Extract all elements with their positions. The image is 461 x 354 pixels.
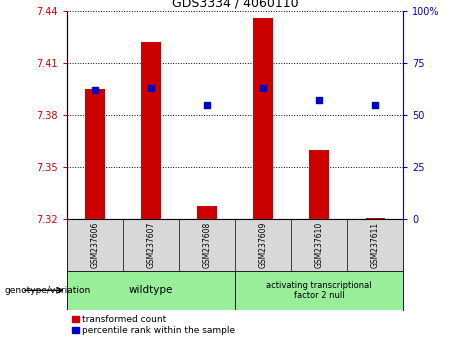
Text: GSM237609: GSM237609: [259, 222, 268, 268]
Point: [203, 102, 211, 107]
Text: genotype/variation: genotype/variation: [5, 286, 91, 295]
Bar: [141, 42, 161, 219]
Text: GSM237611: GSM237611: [371, 222, 380, 268]
Bar: [254, 18, 273, 219]
Text: activating transcriptional
factor 2 null: activating transcriptional factor 2 null: [266, 281, 372, 300]
Legend: transformed count, percentile rank within the sample: transformed count, percentile rank withi…: [71, 314, 236, 336]
Bar: [197, 206, 217, 219]
Bar: [309, 150, 329, 219]
Text: GSM237608: GSM237608: [202, 222, 212, 268]
Text: wildtype: wildtype: [129, 285, 173, 295]
Point: [91, 87, 99, 93]
Text: GSM237610: GSM237610: [315, 222, 324, 268]
Title: GDS3334 / 4060110: GDS3334 / 4060110: [172, 0, 298, 10]
Text: GSM237606: GSM237606: [90, 222, 100, 268]
Point: [147, 85, 154, 91]
Bar: [85, 89, 105, 219]
Point: [260, 85, 267, 91]
Point: [372, 102, 379, 107]
Text: GSM237607: GSM237607: [147, 222, 155, 268]
Bar: [366, 218, 385, 219]
Point: [315, 98, 323, 103]
